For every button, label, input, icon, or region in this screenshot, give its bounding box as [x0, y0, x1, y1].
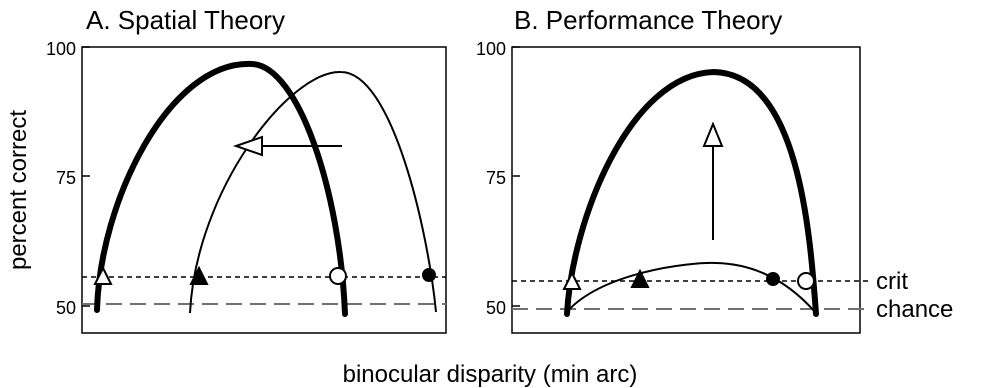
panel-a-thin-curve [189, 70, 437, 314]
panel-a-thick-curve [94, 60, 348, 317]
panel-b-title: B. Performance Theory [514, 5, 782, 35]
panel-b-shift-arrow-head [702, 121, 724, 147]
panel-b-tick-label-50: 50 [486, 298, 506, 318]
panel-b-tick-label-100: 100 [476, 39, 506, 59]
chance-label: chance [876, 296, 953, 323]
panel-a-filled-triangle-marker [189, 265, 209, 285]
panel-a-frame [81, 46, 447, 334]
panel-a-title: A. Spatial Theory [86, 5, 285, 35]
panel-a-tick-label-100: 100 [46, 39, 76, 59]
panel-b-filled-triangle-marker [630, 268, 650, 288]
panel-a-open-circle-marker [329, 267, 347, 285]
crit-label: crit [876, 268, 908, 295]
panel-b: B. Performance Theory 100 75 50 crit cha… [476, 5, 953, 334]
y-axis-label: percent correct [5, 110, 32, 270]
panel-b-frame [511, 46, 861, 334]
panel-b-tick-label-75: 75 [486, 168, 506, 188]
panel-a-tick-label-75: 75 [56, 168, 76, 188]
panel-b-thin-curve [564, 261, 816, 315]
panel-b-open-triangle-marker [562, 270, 582, 290]
panel-b-filled-circle-marker [766, 272, 780, 286]
panel-a-open-triangle-marker [93, 265, 113, 285]
panel-b-open-circle-marker [797, 272, 815, 290]
panel-a-tick-label-50: 50 [56, 298, 76, 318]
panel-a: A. Spatial Theory 100 75 50 [46, 5, 447, 334]
panel-a-filled-circle-marker [422, 268, 436, 282]
panel-a-shift-arrow-head [232, 135, 263, 157]
x-axis-label: binocular disparity (min arc) [343, 361, 638, 388]
panel-b-thick-curve [564, 68, 819, 317]
